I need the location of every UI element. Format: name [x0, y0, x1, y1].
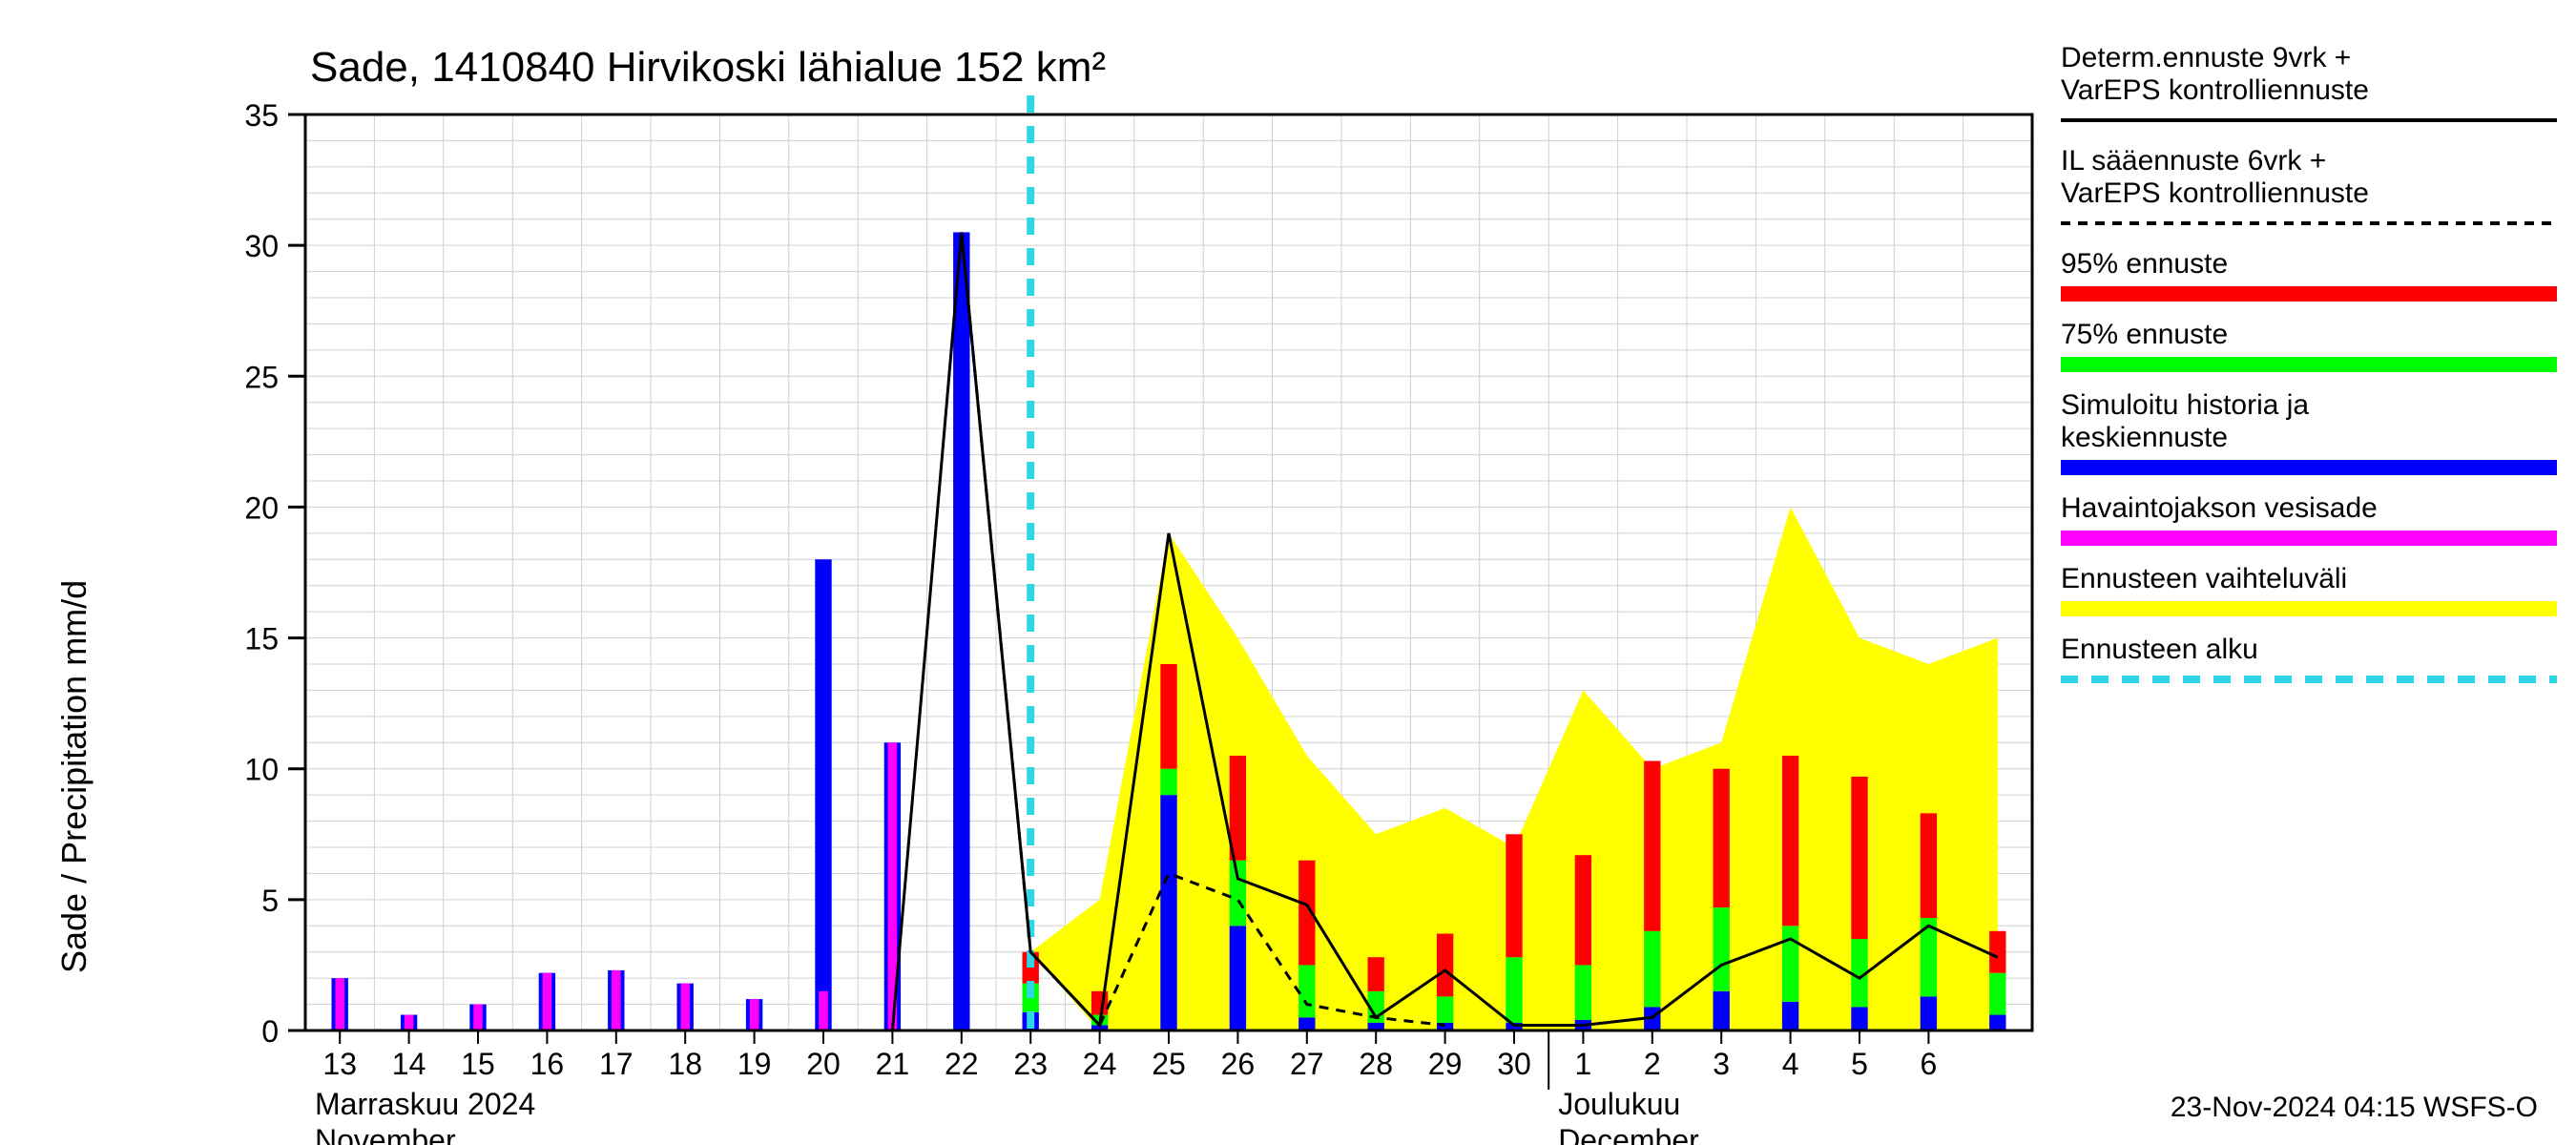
- x-tick-label: 29: [1428, 1047, 1463, 1081]
- bar-segment: [1506, 834, 1522, 957]
- legend-swatch: [2061, 286, 2557, 302]
- bar-segment: [1298, 965, 1315, 1017]
- bar-segment: [473, 1005, 483, 1030]
- legend-swatch: [2061, 531, 2557, 546]
- bar-segment: [1506, 957, 1522, 1023]
- month-label: Marraskuu 2024: [315, 1087, 535, 1121]
- x-tick-label: 18: [668, 1047, 702, 1081]
- bar-segment: [1160, 795, 1176, 1030]
- bar-segment: [1921, 813, 1937, 918]
- bar-segment: [543, 973, 552, 1030]
- legend-label: 75% ennuste: [2061, 319, 2228, 350]
- x-tick-label: 4: [1782, 1047, 1799, 1081]
- bar-segment: [1091, 991, 1108, 1015]
- legend-label: Simuloitu historia ja: [2061, 389, 2309, 421]
- y-tick-label: 30: [244, 229, 279, 263]
- month-label: November: [315, 1123, 456, 1145]
- bar-segment: [1160, 664, 1176, 769]
- legend-label: VarEPS kontrolliennuste: [2061, 74, 2369, 106]
- bar-segment: [1921, 996, 1937, 1030]
- y-tick-label: 35: [244, 98, 279, 133]
- x-tick-label: 14: [392, 1047, 426, 1081]
- x-tick-label: 22: [945, 1047, 979, 1081]
- bar-segment: [1714, 769, 1730, 907]
- x-tick-label: 5: [1851, 1047, 1868, 1081]
- x-tick-label: 19: [737, 1047, 772, 1081]
- bar-segment: [1851, 1007, 1867, 1030]
- y-tick-label: 0: [261, 1014, 279, 1049]
- bar-segment: [1230, 926, 1246, 1030]
- footer-timestamp: 23-Nov-2024 04:15 WSFS-O: [2171, 1092, 2538, 1123]
- month-label: Joulukuu: [1558, 1087, 1680, 1121]
- bar-segment: [1644, 760, 1660, 930]
- legend-label: Determ.ennuste 9vrk +: [2061, 42, 2351, 73]
- y-tick-label: 15: [244, 622, 279, 656]
- bar-segment: [1851, 777, 1867, 939]
- legend-swatch: [2061, 460, 2557, 475]
- bar-segment: [1368, 957, 1384, 991]
- bar-segment: [1989, 931, 2005, 973]
- legend-label: keskiennuste: [2061, 422, 2228, 453]
- y-axis-label: Sade / Precipitation mm/d: [54, 580, 93, 973]
- x-tick-label: 6: [1921, 1047, 1938, 1081]
- bar-segment: [1437, 934, 1453, 997]
- x-tick-label: 24: [1083, 1047, 1117, 1081]
- bar-segment: [1160, 769, 1176, 795]
- bar-segment: [1714, 991, 1730, 1030]
- legend-label: 95% ennuste: [2061, 248, 2228, 280]
- legend-label: VarEPS kontrolliennuste: [2061, 177, 2369, 209]
- x-tick-label: 16: [530, 1047, 565, 1081]
- x-tick-label: 28: [1359, 1047, 1393, 1081]
- legend-swatch: [2061, 357, 2557, 372]
- x-tick-label: 25: [1152, 1047, 1186, 1081]
- bar-segment: [1782, 756, 1798, 926]
- x-tick-label: 26: [1221, 1047, 1256, 1081]
- bar-segment: [1989, 973, 2005, 1015]
- bar-segment: [1714, 907, 1730, 991]
- month-label: December: [1558, 1123, 1699, 1145]
- x-tick-label: 15: [461, 1047, 495, 1081]
- bar-segment: [1989, 1015, 2005, 1030]
- legend-swatch: [2061, 601, 2557, 616]
- bar-segment: [1782, 1002, 1798, 1030]
- y-tick-label: 10: [244, 753, 279, 787]
- y-tick-label: 5: [261, 884, 279, 918]
- x-tick-label: 30: [1497, 1047, 1531, 1081]
- bar-segment: [1437, 996, 1453, 1022]
- legend-label: Havaintojakson vesisade: [2061, 492, 2378, 524]
- x-tick-label: 27: [1290, 1047, 1324, 1081]
- legend-label: IL sääennuste 6vrk +: [2061, 145, 2326, 177]
- x-tick-label: 2: [1644, 1047, 1661, 1081]
- bar-segment: [750, 999, 759, 1030]
- bar-segment: [335, 978, 344, 1030]
- bar-segment: [405, 1015, 414, 1030]
- x-tick-label: 1: [1575, 1047, 1592, 1081]
- y-tick-label: 20: [244, 490, 279, 525]
- x-tick-label: 23: [1013, 1047, 1048, 1081]
- bar-segment: [1575, 965, 1591, 1020]
- bar-segment: [815, 559, 831, 1030]
- x-tick-label: 21: [876, 1047, 910, 1081]
- x-tick-label: 17: [599, 1047, 634, 1081]
- bar-segment: [1230, 861, 1246, 926]
- bar-segment: [819, 991, 828, 1030]
- bar-segment: [612, 970, 621, 1030]
- x-tick-label: 20: [806, 1047, 841, 1081]
- bar-segment: [1298, 1017, 1315, 1030]
- chart-title: Sade, 1410840 Hirvikoski lähialue 152 km…: [310, 44, 1106, 91]
- bar-segment: [1782, 926, 1798, 1002]
- bar-segment: [1644, 931, 1660, 1008]
- x-tick-label: 3: [1713, 1047, 1730, 1081]
- x-tick-label: 13: [322, 1047, 357, 1081]
- bar-segment: [953, 232, 969, 1030]
- bar-segment: [680, 984, 690, 1030]
- bar-segment: [1575, 855, 1591, 965]
- legend-label: Ennusteen vaihteluväli: [2061, 563, 2347, 594]
- y-tick-label: 25: [244, 360, 279, 394]
- legend-label: Ennusteen alku: [2061, 634, 2258, 665]
